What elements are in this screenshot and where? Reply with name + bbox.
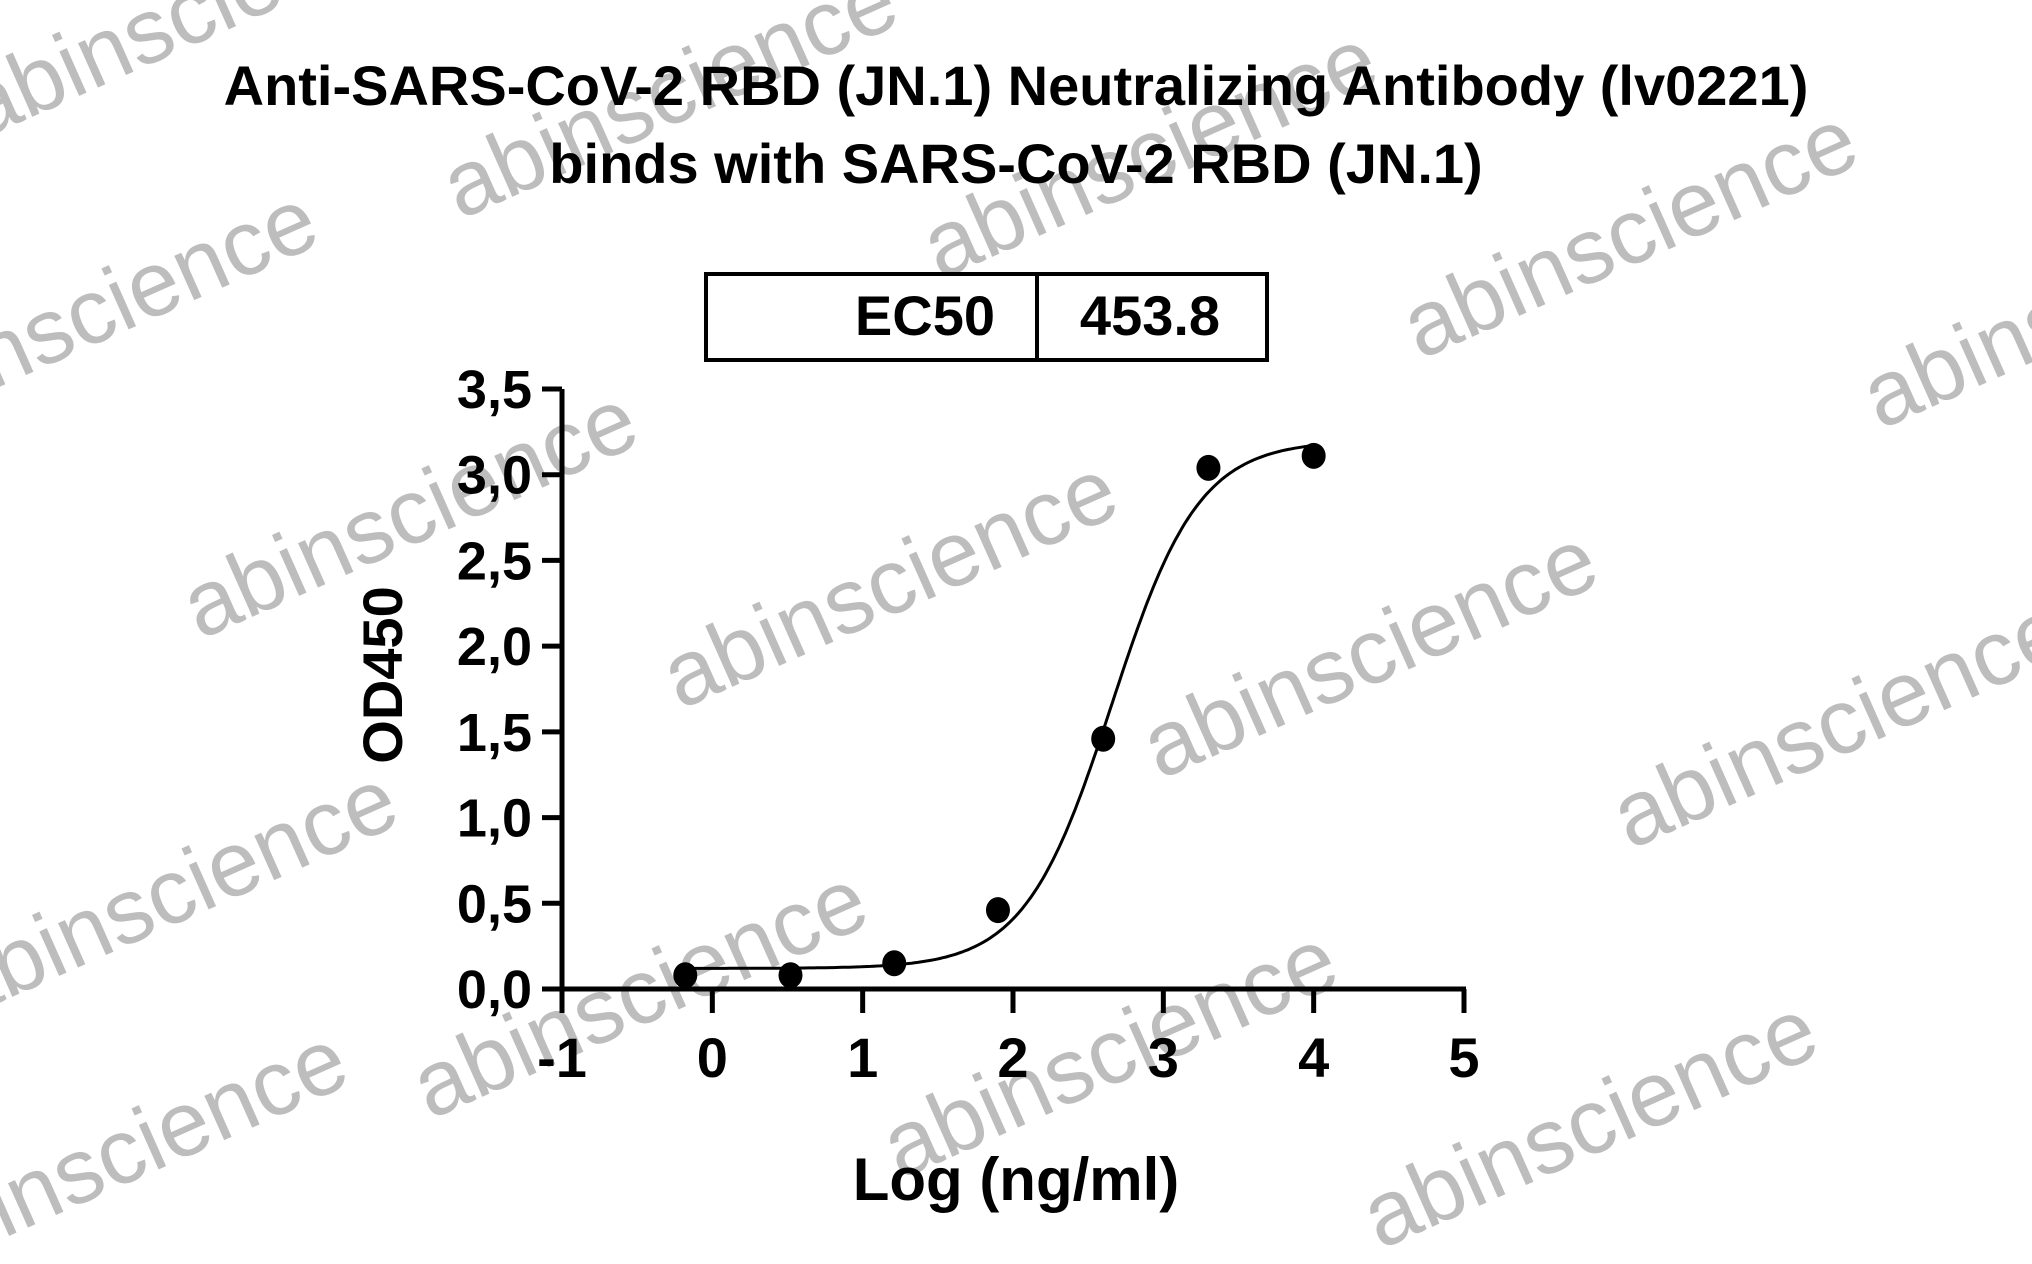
y-tick-label: 1,0 (457, 789, 532, 849)
watermark: abinscience (427, 0, 912, 238)
y-tick-label: 3,0 (457, 446, 532, 506)
axes: 0,0 0,5 1,0 1,5 2,0 2,5 3,0 3,5 -1 0 1 2 3 4 5 (457, 360, 1480, 1089)
y-axis-label: OD450 (351, 586, 414, 763)
watermark: abinscience (647, 437, 1132, 728)
ec50-table: EC50 453.8 (704, 272, 1269, 362)
watermark: abinscience (1847, 157, 2032, 448)
y-tick-label: 0,0 (457, 960, 532, 1020)
watermark: abinscience (1597, 577, 2032, 868)
watermark: abinscience (0, 1007, 362, 1264)
data-point (1091, 725, 1116, 752)
data-point (673, 962, 698, 989)
y-tick-label: 3,5 (457, 360, 532, 420)
y-tick-label: 2,0 (457, 617, 532, 677)
x-axis-label: Log (ng/ml) (853, 1146, 1180, 1213)
x-tick-label: 5 (1448, 1026, 1479, 1089)
watermark: abinscience (1347, 977, 1832, 1264)
y-tick-label: 2,5 (457, 531, 532, 591)
data-point (882, 950, 907, 977)
ec50-value: 453.8 (1080, 284, 1220, 347)
y-tick-label: 1,5 (457, 703, 532, 763)
x-tick-label: 3 (1148, 1026, 1179, 1089)
chart-title-line-1: Anti-SARS-CoV-2 RBD (JN.1) Neutralizing … (224, 54, 1809, 117)
ec50-label: EC50 (855, 284, 995, 347)
data-point (985, 897, 1010, 924)
data-point (1196, 454, 1221, 481)
x-tick-label: 4 (1298, 1026, 1329, 1089)
x-tick-label: 2 (997, 1026, 1028, 1089)
data-point (1301, 442, 1326, 469)
y-tick-label: 0,5 (457, 874, 532, 934)
x-tick-label: 1 (847, 1026, 878, 1089)
chart-title-line-2: binds with SARS-CoV-2 RBD (JN.1) (549, 132, 1482, 195)
watermark: abinscience (1127, 507, 1612, 798)
watermark: abinscience (0, 747, 412, 1038)
data-points (673, 442, 1326, 989)
x-tick-label: 0 (697, 1026, 728, 1089)
watermark: abinscience (0, 167, 332, 458)
x-tick-label: -1 (537, 1026, 587, 1089)
data-point (778, 962, 803, 989)
